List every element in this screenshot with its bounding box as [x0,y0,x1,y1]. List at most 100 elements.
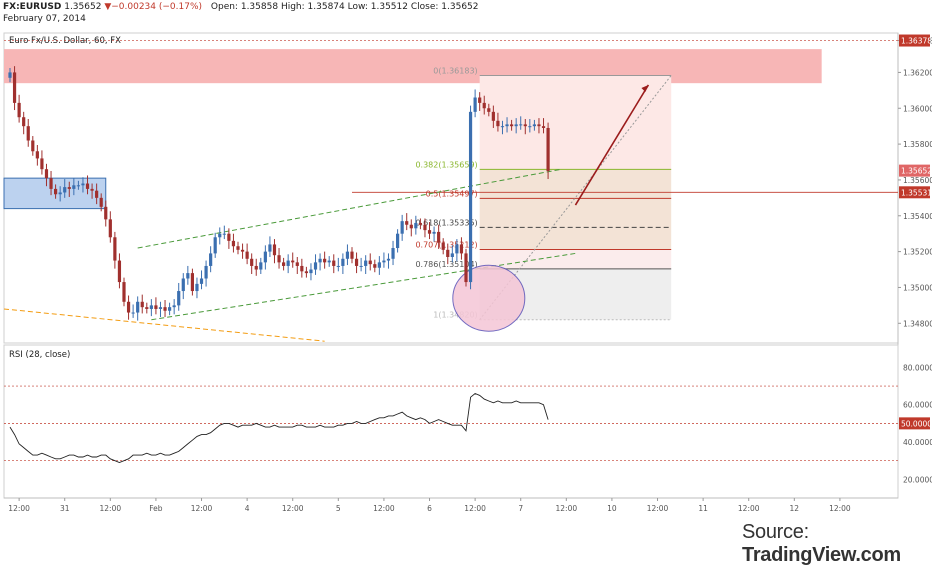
candle-body [510,124,514,127]
candle [354,252,359,274]
candle-body [373,264,377,268]
time-tick-label: 12 [790,504,800,513]
candle-body [177,291,181,306]
rsi-tick-label: 80.0000 [903,363,932,372]
candle-body [468,111,473,283]
candle-body [505,124,509,127]
candle [304,266,308,278]
candle [423,218,427,238]
candle [295,256,299,275]
candle [523,119,527,135]
candle-body [131,312,135,314]
candle [72,178,76,196]
price-chart-svg[interactable]: Euro Fx/U.S. Dollar, 60, FX 0(1.36183) 0.3… [0,0,932,550]
candle [455,239,459,262]
candle-body [519,124,523,126]
candle-body [532,124,536,127]
candle [409,219,413,237]
candle [108,211,112,243]
candle-body [414,222,418,229]
rsi-pane: RSI (28, close) 80.0000 60.0000 40.0000 20.0… [3,344,932,499]
candle-body [377,262,381,268]
chart-date: February 07, 2014 [3,14,86,24]
candle-body [58,192,62,195]
candle-body [245,251,249,259]
candle-body [85,183,90,189]
candle [432,226,436,242]
candle-body [464,253,468,283]
candle [491,105,495,128]
candle-body [286,260,290,266]
open-value: 1.35858 [240,2,279,12]
candle [186,265,190,285]
candle [99,193,103,212]
open-label: Open: [210,2,238,12]
time-tick-label: 12:00 [647,504,669,513]
price-pane: Euro Fx/U.S. Dollar, 60, FX 0(1.36183) 0.3… [3,32,932,498]
candle-body [500,126,505,128]
candle [222,225,226,240]
candle [117,253,122,289]
candle [405,213,409,231]
candle [272,239,277,264]
high-value: 1.35874 [307,2,345,12]
candle-body [76,185,80,187]
candle-body [181,278,185,292]
price-tick-label: 1.35400 [903,212,932,221]
candle [323,251,327,269]
candle [90,183,94,199]
candle-body [341,258,345,266]
candle-body [459,244,464,254]
fib-level-label: 1(1.34820) [433,311,477,320]
candle [227,228,231,249]
candle-body [478,97,482,103]
price-tick-label: 1.36200 [903,68,932,77]
candle-body [528,126,532,128]
rsi-badge-label: 50.0000 [901,419,932,428]
candle [386,253,391,269]
candle-body [213,237,217,254]
candle [236,241,240,255]
candle [268,236,272,257]
candle [40,150,44,175]
candle [122,277,126,307]
time-tick-label: 11 [698,504,708,513]
candle [373,259,377,273]
candle-body [54,188,58,195]
candle-body [168,307,172,311]
candle-body [154,305,158,309]
candle-body [254,265,258,270]
candle-body [323,258,327,263]
candle [231,233,236,253]
time-tick-label: 12:00 [738,504,760,513]
candle-body [350,251,354,259]
candle-body [487,108,491,112]
candle [286,254,290,274]
candle [332,254,336,274]
price-tick-label: 1.35800 [903,140,932,149]
candle-body [268,244,272,252]
candle-body [523,124,527,127]
candle-body [218,233,222,238]
candle [44,163,49,187]
time-tick-label: 12:00 [191,504,213,513]
candle-body [272,244,277,256]
price-tick-label: 1.36000 [903,104,932,113]
candle-body [282,262,286,266]
candle [54,184,58,199]
fib-level-label: 0(1.36183) [433,66,477,75]
candle-body [313,262,318,270]
candle [209,246,213,273]
candle [291,252,295,268]
candle-body [250,258,254,266]
candle [546,122,550,180]
candle-body [8,72,12,78]
candle [76,180,80,190]
candle-body [113,237,117,261]
candle-body [140,301,144,308]
rsi-tick-label: 40.0000 [903,438,932,447]
candle [309,263,313,281]
price-badge [899,186,930,199]
close-label: Close: [410,2,439,12]
candle-body [437,231,441,243]
